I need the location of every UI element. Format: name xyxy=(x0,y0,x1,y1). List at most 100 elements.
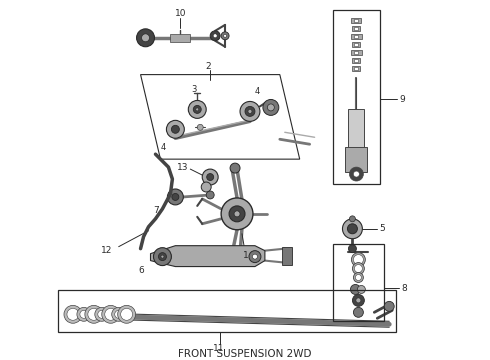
Text: 1: 1 xyxy=(243,251,249,260)
Circle shape xyxy=(118,305,136,323)
Circle shape xyxy=(221,32,229,40)
Bar xyxy=(351,34,363,39)
Circle shape xyxy=(352,262,365,275)
Circle shape xyxy=(121,309,133,320)
Circle shape xyxy=(349,167,364,181)
Bar xyxy=(333,244,384,321)
Bar xyxy=(345,147,368,172)
Bar xyxy=(354,35,358,38)
Circle shape xyxy=(196,108,199,111)
Circle shape xyxy=(64,305,82,323)
Circle shape xyxy=(229,206,245,222)
Polygon shape xyxy=(150,246,265,266)
Bar xyxy=(351,50,363,55)
Circle shape xyxy=(223,34,226,37)
Circle shape xyxy=(188,100,206,118)
Circle shape xyxy=(207,174,214,180)
Circle shape xyxy=(245,107,255,116)
Circle shape xyxy=(197,124,203,130)
Bar xyxy=(354,19,358,22)
Circle shape xyxy=(77,307,91,321)
Circle shape xyxy=(348,245,356,253)
Text: 11: 11 xyxy=(213,344,225,353)
Circle shape xyxy=(193,105,201,113)
Circle shape xyxy=(357,285,366,293)
Circle shape xyxy=(353,255,364,265)
Circle shape xyxy=(88,309,100,320)
Circle shape xyxy=(263,99,279,116)
Circle shape xyxy=(137,29,154,47)
Circle shape xyxy=(161,255,164,258)
Bar xyxy=(351,18,362,23)
Text: 12: 12 xyxy=(101,246,112,255)
Circle shape xyxy=(384,301,394,311)
Circle shape xyxy=(234,211,240,217)
Text: 4: 4 xyxy=(160,143,166,152)
Circle shape xyxy=(102,305,120,323)
Bar xyxy=(354,59,358,62)
Circle shape xyxy=(210,31,220,41)
Circle shape xyxy=(353,171,359,177)
Circle shape xyxy=(98,310,106,318)
Circle shape xyxy=(221,198,253,230)
Bar xyxy=(354,67,358,69)
Circle shape xyxy=(67,309,79,320)
Circle shape xyxy=(80,310,88,318)
Circle shape xyxy=(355,275,362,280)
Circle shape xyxy=(105,309,117,320)
Bar xyxy=(333,10,380,184)
Text: 2: 2 xyxy=(205,62,211,71)
Circle shape xyxy=(202,169,218,185)
Bar xyxy=(354,27,358,30)
Circle shape xyxy=(354,265,363,273)
Circle shape xyxy=(356,298,361,303)
Circle shape xyxy=(347,224,357,234)
Circle shape xyxy=(352,294,365,306)
Circle shape xyxy=(168,189,183,205)
Bar xyxy=(171,34,190,42)
Text: 3: 3 xyxy=(191,85,196,94)
Circle shape xyxy=(95,307,109,321)
Circle shape xyxy=(230,163,240,173)
Circle shape xyxy=(85,305,103,323)
Circle shape xyxy=(252,254,257,259)
Text: 9: 9 xyxy=(399,95,405,104)
Circle shape xyxy=(343,219,363,239)
Text: 6: 6 xyxy=(139,266,145,275)
Text: 4: 4 xyxy=(255,87,260,96)
Circle shape xyxy=(350,284,360,294)
Text: 8: 8 xyxy=(401,284,407,293)
Text: 10: 10 xyxy=(175,9,187,18)
Bar xyxy=(348,109,365,149)
Text: FRONT SUSPENSION 2WD: FRONT SUSPENSION 2WD xyxy=(178,349,312,359)
Text: 5: 5 xyxy=(379,224,385,233)
Text: 13: 13 xyxy=(177,163,189,172)
Circle shape xyxy=(351,253,366,266)
Bar xyxy=(352,26,360,31)
Circle shape xyxy=(112,307,125,321)
Circle shape xyxy=(172,193,179,201)
Circle shape xyxy=(167,120,184,138)
Circle shape xyxy=(115,310,122,318)
Circle shape xyxy=(353,273,364,283)
Bar xyxy=(352,66,360,71)
Circle shape xyxy=(349,216,355,222)
Circle shape xyxy=(206,191,214,199)
Circle shape xyxy=(158,253,167,261)
Circle shape xyxy=(268,104,274,111)
Circle shape xyxy=(153,248,172,266)
Circle shape xyxy=(249,251,261,262)
Circle shape xyxy=(201,182,211,192)
Circle shape xyxy=(142,34,149,42)
Circle shape xyxy=(240,102,260,121)
Text: 7: 7 xyxy=(153,206,159,215)
Bar xyxy=(58,291,396,332)
Bar xyxy=(352,42,360,47)
Circle shape xyxy=(248,109,252,113)
Bar xyxy=(354,43,358,46)
Circle shape xyxy=(172,125,179,133)
Bar xyxy=(352,58,360,63)
Bar xyxy=(354,51,358,54)
Circle shape xyxy=(213,34,217,38)
Bar xyxy=(282,247,292,265)
